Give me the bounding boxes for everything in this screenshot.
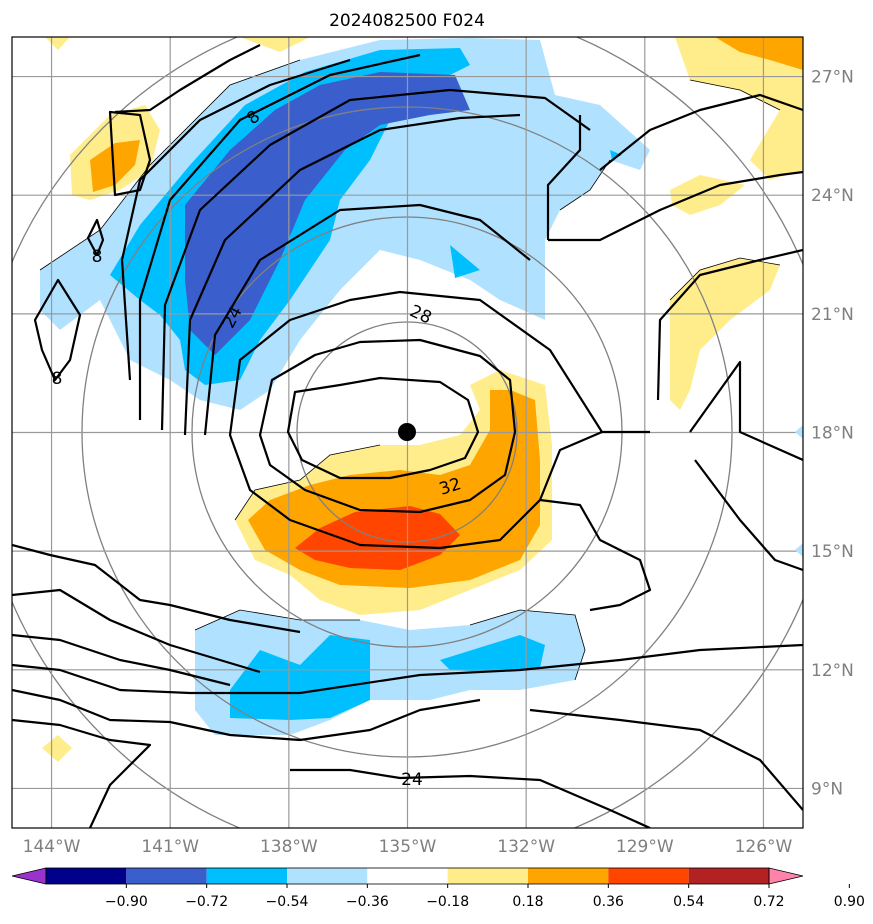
colorbar-segment — [367, 868, 448, 884]
colorbar-segment — [287, 868, 368, 884]
y-axis: 27°N 24°N 21°N 18°N 15°N 12°N 9°N — [811, 68, 854, 800]
plot-frame — [11, 36, 804, 829]
colorbar-tick-label: 0.72 — [753, 894, 784, 910]
colorbar-extend-low — [11, 867, 47, 885]
thick-contours — [12, 44, 803, 828]
y-tick-label: 21°N — [811, 305, 854, 325]
colorbar-segment — [608, 868, 689, 884]
x-tick-label: 135°W — [379, 837, 437, 857]
contour-label: 24 — [401, 770, 423, 790]
plot-area: 8 8 8 24 28 32 24 — [12, 37, 803, 828]
shaded-fields — [40, 37, 803, 762]
x-tick-label: 138°W — [260, 837, 318, 857]
colorbar: −0.90 −0.72 −0.54 −0.36 −0.18 0.18 0.36 0.54 0.7… — [11, 867, 865, 910]
blue-edge-marker — [795, 425, 803, 439]
warm-ne-light — [675, 37, 803, 180]
x-tick-label: 141°W — [141, 837, 199, 857]
colorbar-tick-label: −0.36 — [346, 894, 389, 910]
warm-small-yellow-2 — [240, 37, 310, 52]
colorbar-segment — [447, 868, 528, 884]
warm-ne-orange — [715, 37, 803, 70]
blue-patch-ne — [610, 150, 622, 160]
storm-center-marker — [398, 423, 416, 441]
colorbar-tick-label: 0.54 — [673, 894, 704, 910]
x-axis: 144°W 141°W 138°W 135°W 132°W 129°W 126°W — [23, 837, 793, 857]
blue-edge-marker — [795, 543, 803, 557]
x-tick-label: 126°W — [735, 837, 793, 857]
colorbar-tick-label: 0.18 — [512, 894, 543, 910]
y-tick-label: 15°N — [811, 542, 854, 562]
colorbar-segment — [206, 868, 287, 884]
colorbar-tick-label: 0.36 — [593, 894, 624, 910]
colorbar-segment — [46, 868, 127, 884]
y-tick-label: 24°N — [811, 186, 854, 206]
colorbar-tick-label: −0.90 — [105, 894, 148, 910]
colorbar-segment — [688, 868, 769, 884]
colorbar-segment — [528, 868, 609, 884]
colorbar-tick-label: −0.72 — [185, 894, 228, 910]
y-tick-label: 18°N — [811, 424, 854, 444]
contour-label: 8 — [52, 369, 63, 389]
blue-patch-east — [450, 245, 480, 278]
x-tick-label: 132°W — [497, 837, 555, 857]
blue-south-mid-2 — [440, 635, 545, 672]
contour-label: 8 — [92, 247, 103, 267]
warm-nw-orange — [90, 140, 140, 192]
colorbar-extend-high — [768, 867, 804, 885]
y-tick-label: 12°N — [811, 661, 854, 681]
warm-small-yellow-3 — [42, 735, 72, 762]
y-tick-label: 9°N — [811, 779, 843, 799]
colorbar-segment — [126, 868, 207, 884]
colorbar-tick-label: −0.18 — [426, 894, 469, 910]
colorbar-tick-label: 0.90 — [834, 894, 865, 910]
x-tick-label: 144°W — [23, 837, 81, 857]
warm-east — [670, 258, 780, 410]
blue-south-mid — [230, 635, 370, 720]
x-tick-label: 129°W — [616, 837, 674, 857]
colorbar-frame — [45, 867, 770, 885]
colorbar-tick-label: −0.54 — [266, 894, 309, 910]
blue-band-dark — [185, 72, 470, 355]
chart-title: 2024082500 F024 — [329, 11, 485, 31]
y-tick-label: 27°N — [811, 68, 854, 88]
